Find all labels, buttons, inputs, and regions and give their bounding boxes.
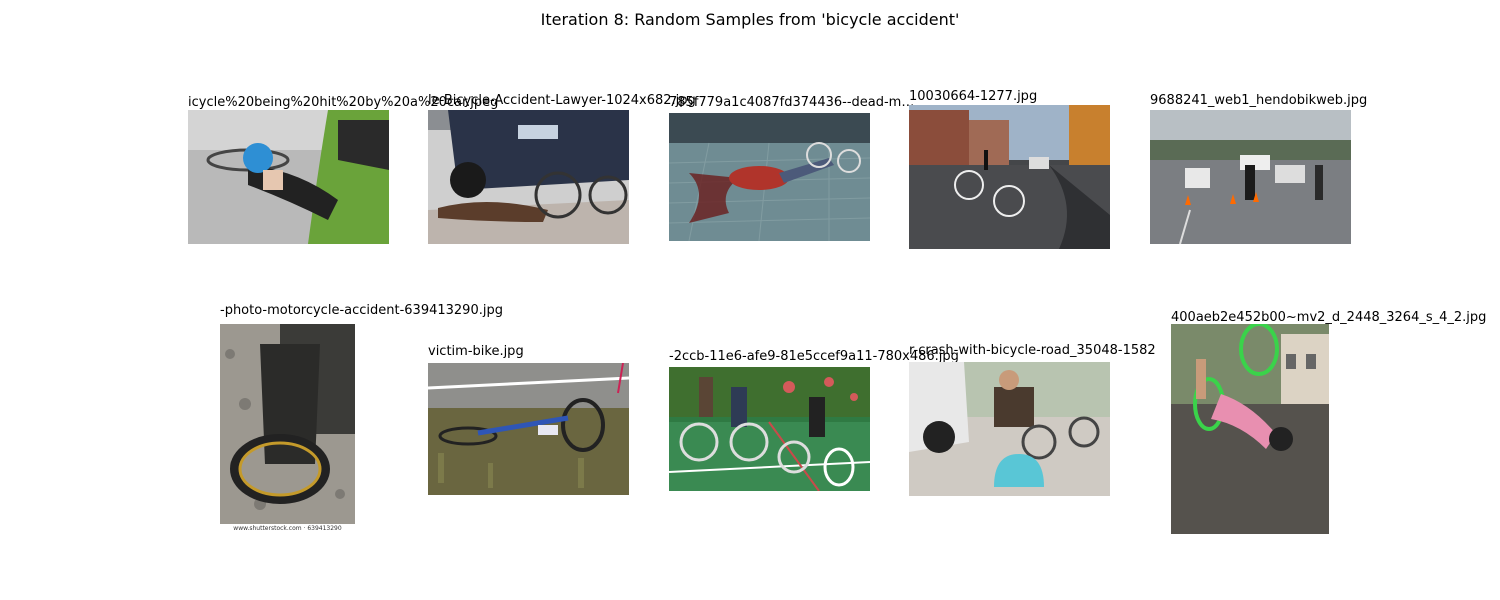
- shutterstock-watermark: www.shutterstock.com · 639413290: [220, 524, 355, 534]
- sample-image: [1171, 324, 1329, 534]
- sample-image: [1150, 110, 1351, 244]
- sample-title: victim-bike.jpg: [428, 344, 524, 359]
- sample-title: -photo-motorcycle-accident-639413290.jpg: [220, 303, 503, 318]
- sample-title: 400aeb2e452b00~mv2_d_2448_3264_s_4_2.jpg: [1171, 310, 1487, 325]
- sample-image: www.shutterstock.com · 639413290: [220, 324, 355, 534]
- sample-image: [188, 110, 389, 244]
- sample-image: [909, 105, 1110, 249]
- sample-title: r-crash-with-bicycle-road_35048-1582: [909, 343, 1156, 358]
- sample-image: [909, 362, 1110, 496]
- sample-title: icycle%20being%20hit%20by%20a%20car.jpeg: [188, 95, 499, 110]
- sample-title: 10030664-1277.jpg: [909, 89, 1038, 104]
- sample-title: le-Bicycle-Accident-Lawyer-1024x682.jpg: [428, 93, 696, 108]
- sample-image: [428, 110, 629, 244]
- sample-title: 9688241_web1_hendobikweb.jpg: [1150, 93, 1368, 108]
- sample-title: 785f779a1c4087fd374436--dead-m…: [669, 95, 915, 110]
- figure-title: Iteration 8: Random Samples from 'bicycl…: [540, 10, 960, 29]
- sample-image: [428, 363, 629, 495]
- sample-image: [669, 113, 870, 241]
- sample-title: -2ccb-11e6-afe9-81e5ccef9a11-780x486.jpg: [669, 349, 959, 364]
- sample-image: [669, 367, 870, 491]
